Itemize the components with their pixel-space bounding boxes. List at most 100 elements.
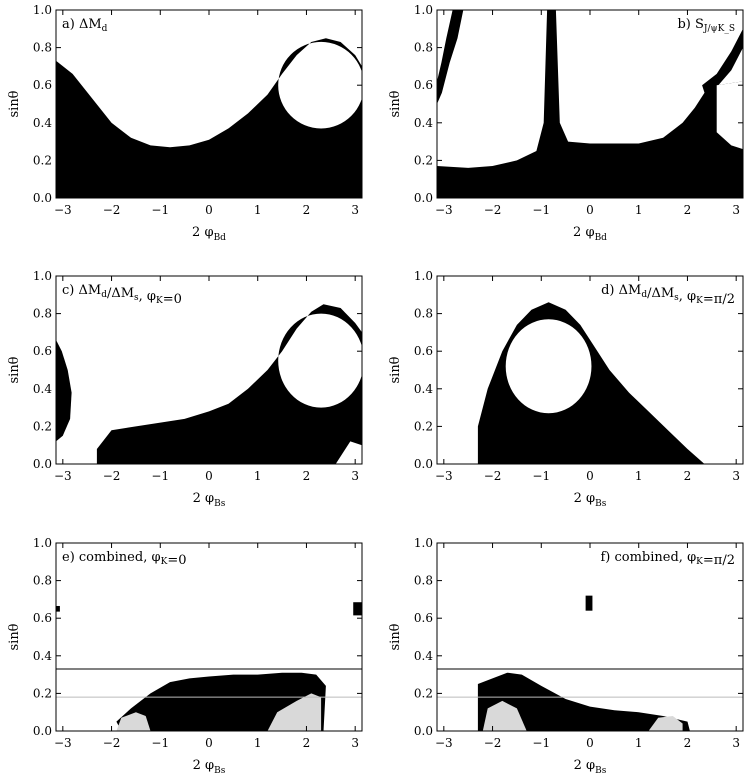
allowed-region-left (56, 339, 72, 442)
isolated-spot-1 (56, 605, 60, 612)
x-tick-label: 1 (254, 469, 262, 483)
x-axis-label: 2 φBs (193, 491, 226, 509)
x-tick-label: −2 (484, 203, 502, 217)
x-tick-label: −1 (532, 736, 550, 750)
x-tick-label: −1 (151, 203, 169, 217)
x-tick-label: 3 (732, 469, 740, 483)
plot-area (56, 602, 362, 731)
y-axis-label: sinθ (7, 623, 22, 650)
y-tick-label: 0.2 (414, 686, 433, 700)
y-tick-label: 1.0 (33, 269, 52, 283)
light-region-2 (648, 716, 683, 731)
x-axis-label: 2 φBd (192, 225, 226, 243)
x-tick-label: −3 (54, 736, 72, 750)
isolated-spot-1 (585, 595, 593, 611)
x-tick-label: −2 (103, 469, 121, 483)
x-tick-label: 0 (586, 736, 594, 750)
y-tick-label: 0.6 (33, 344, 52, 358)
plot-area (477, 302, 705, 464)
x-tick-label: −3 (54, 469, 72, 483)
light-region-1 (116, 712, 151, 731)
plot-area (56, 38, 362, 198)
y-tick-label: 0.6 (414, 344, 433, 358)
y-tick-label: 1.0 (414, 3, 433, 17)
panel-label: f) combined, φK=π/2 (600, 550, 735, 568)
x-tick-label: 1 (635, 736, 643, 750)
x-axis-label: 2 φBs (574, 758, 607, 776)
x-tick-label: −1 (532, 469, 550, 483)
y-tick-label: 0.6 (414, 611, 433, 625)
allowed-region (477, 672, 690, 731)
panel-d: −3 −2 −1 0 1 2 3 0.0 0.2 0.4 0.6 0.8 1.0 2 φBs sinθ d) … (388, 269, 744, 509)
y-tick-label: 0.2 (33, 153, 52, 167)
x-tick-label: 0 (586, 203, 594, 217)
y-tick-label: 0.0 (414, 457, 433, 471)
x-tick-label: −2 (103, 736, 121, 750)
x-tick-label: 0 (205, 736, 213, 750)
y-tick-label: 0.6 (33, 78, 52, 92)
x-tick-label: 1 (254, 203, 262, 217)
x-tick-label: 2 (684, 469, 692, 483)
y-tick-label: 0.4 (33, 649, 52, 663)
y-tick-label: 0.8 (414, 307, 433, 321)
panel-b: −3 −2 −1 0 1 2 3 0.0 0.2 0.4 0.6 0.8 1.0 2 φBd sinθ b) … (388, 3, 744, 243)
x-axis-label: 2 φBd (573, 225, 607, 243)
panel-label: b) SJ/ψK_S (677, 17, 735, 34)
x-tick-label: 3 (351, 736, 359, 750)
y-axis-label: sinθ (7, 356, 22, 383)
x-tick-label: −2 (484, 469, 502, 483)
x-tick-label: −3 (435, 203, 453, 217)
y-tick-label: 0.8 (414, 574, 433, 588)
allowed-region (96, 304, 362, 464)
y-tick-label: 0.6 (414, 78, 433, 92)
x-tick-label: 1 (635, 469, 643, 483)
allowed-band-left (437, 10, 464, 104)
y-tick-label: 0.8 (33, 307, 52, 321)
allowed-region (437, 10, 743, 198)
x-tick-label: 0 (205, 469, 213, 483)
y-tick-label: 0.2 (33, 419, 52, 433)
plot-area (477, 595, 690, 731)
panel-c: −3 −2 −1 0 1 2 3 0.0 0.2 0.4 0.6 0.8 1.0 2 φBs sinθ c) … (7, 269, 363, 509)
y-tick-label: 0.2 (33, 686, 52, 700)
x-axis-label: 2 φBs (574, 491, 607, 509)
y-tick-label: 1.0 (414, 536, 433, 550)
plot-area (437, 10, 743, 198)
x-tick-label: −2 (103, 203, 121, 217)
y-tick-label: 1.0 (33, 3, 52, 17)
x-tick-label: 3 (732, 736, 740, 750)
y-axis-label: sinθ (388, 356, 403, 383)
y-tick-label: 0.4 (33, 116, 52, 130)
y-tick-label: 0.6 (33, 611, 52, 625)
isolated-spot-2 (353, 602, 362, 616)
x-tick-label: 1 (254, 736, 262, 750)
x-tick-label: 2 (303, 736, 311, 750)
panel-f: −3 −2 −1 0 1 2 3 0.0 0.2 0.4 0.6 0.8 1.0 2 φBs sinθ f) … (388, 536, 744, 776)
x-tick-label: −3 (435, 736, 453, 750)
panel-e: −3 −2 −1 0 1 2 3 0.0 0.2 0.4 0.6 0.8 1.0 2 φBs sinθ e) … (7, 536, 363, 776)
y-axis-label: sinθ (388, 623, 403, 650)
y-tick-label: 0.8 (414, 41, 433, 55)
y-tick-label: 1.0 (33, 536, 52, 550)
x-tick-label: 2 (684, 203, 692, 217)
panel-a: −3 −2 −1 0 1 2 3 0.0 0.2 0.4 0.6 0.8 1.0 2 φBd sinθ a) … (7, 3, 363, 243)
y-tick-label: 0.4 (414, 649, 433, 663)
panel-label: c) ΔMd/ΔMs, φK=0 (62, 283, 182, 307)
allowed-band-right (702, 28, 743, 101)
light-region-2 (267, 693, 322, 731)
y-tick-label: 0.4 (414, 116, 433, 130)
panel-label: e) combined, φK=0 (62, 550, 186, 568)
x-tick-label: −3 (54, 203, 72, 217)
x-tick-label: −2 (484, 736, 502, 750)
y-tick-label: 0.2 (414, 153, 433, 167)
light-region-1 (482, 700, 527, 731)
y-tick-label: 0.0 (414, 191, 433, 205)
x-tick-label: 3 (732, 203, 740, 217)
x-tick-label: 1 (635, 203, 643, 217)
x-tick-label: 0 (205, 203, 213, 217)
y-tick-label: 0.0 (33, 457, 52, 471)
x-tick-label: 2 (684, 736, 692, 750)
x-axis-label: 2 φBs (193, 758, 226, 776)
x-tick-label: −1 (151, 469, 169, 483)
